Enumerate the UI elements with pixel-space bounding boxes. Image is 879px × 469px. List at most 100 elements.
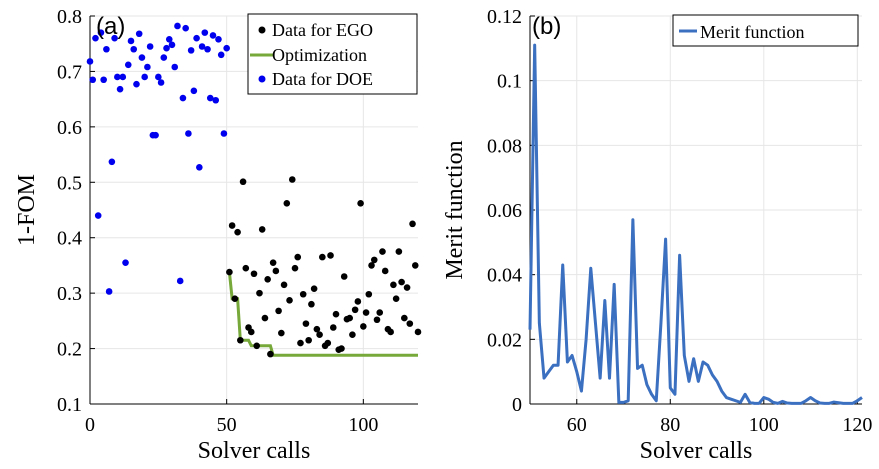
ego-point <box>354 298 362 305</box>
panel-b-legend: Merit function <box>672 14 859 47</box>
doe-point <box>111 34 118 42</box>
doe-point <box>152 131 159 139</box>
ego-point <box>401 314 408 322</box>
ego-point <box>387 328 394 336</box>
ego-point <box>324 339 332 347</box>
panel-a-x-axis-label: Solver calls <box>198 438 311 464</box>
ego-point <box>362 309 370 316</box>
doe-point <box>171 63 179 71</box>
ego-point <box>368 262 375 269</box>
ego-point <box>308 300 315 308</box>
ego-point <box>327 252 334 259</box>
legend-merit-label: Merit function <box>700 22 804 42</box>
ego-point <box>332 310 340 318</box>
panel-a-legend: Data for EGO Optimization Data for DOE <box>247 13 418 95</box>
ego-point <box>253 342 261 350</box>
x-tick-label: 80 <box>660 414 680 436</box>
ego-point <box>395 248 403 255</box>
x-tick-label: 50 <box>217 414 237 436</box>
doe-point <box>182 24 189 32</box>
ego-point <box>319 253 326 261</box>
panel-b-y-axis-label: Merit function <box>442 140 468 279</box>
y-tick-label: 0.3 <box>57 283 82 305</box>
doe-point <box>133 80 140 88</box>
panel-a-legend-box <box>247 13 418 95</box>
panel-b-marks <box>528 43 863 405</box>
ego-point <box>338 345 345 352</box>
doe-point <box>209 32 217 39</box>
ego-point <box>228 222 236 229</box>
doe-point <box>138 54 146 61</box>
y-tick-label: 0.8 <box>57 6 82 28</box>
ego-point <box>272 267 280 275</box>
doe-point <box>163 44 170 52</box>
ego-point <box>403 284 411 291</box>
y-tick-label: 0.08 <box>487 135 522 157</box>
legend-ego-marker <box>258 26 266 34</box>
doe-point <box>124 61 132 69</box>
doe-point <box>176 277 184 285</box>
doe-point <box>179 94 187 102</box>
doe-point <box>141 73 148 81</box>
doe-point <box>201 29 209 36</box>
ego-point <box>365 290 373 298</box>
doe-point <box>204 45 211 53</box>
ego-point <box>398 278 405 286</box>
ego-point <box>299 290 307 298</box>
ego-point <box>294 253 302 261</box>
doe-point <box>160 54 168 61</box>
panel-b-legend-box <box>672 14 859 47</box>
y-tick-label: 0.5 <box>57 172 82 194</box>
doe-point <box>119 73 127 81</box>
y-tick-label: 0.1 <box>57 394 82 416</box>
doe-point <box>144 63 151 71</box>
x-tick-label: 100 <box>348 414 378 436</box>
doe-point <box>157 79 165 86</box>
panel-b-label: (b) <box>532 13 561 40</box>
legend-optimization-label: Optimization <box>272 45 367 65</box>
doe-point <box>108 158 116 166</box>
ego-point <box>264 275 271 283</box>
ego-point <box>278 329 285 337</box>
ego-point <box>411 262 419 269</box>
doe-point <box>130 45 138 53</box>
y-tick-label: 0.1 <box>497 71 522 93</box>
ego-point <box>381 267 389 275</box>
ego-point <box>283 200 291 207</box>
ego-point <box>258 226 266 233</box>
ego-point <box>297 339 304 347</box>
ego-point <box>360 323 367 330</box>
ego-point <box>379 248 386 255</box>
ego-point <box>250 270 258 278</box>
x-tick-label: 60 <box>567 414 587 436</box>
panel-a-marks <box>86 22 422 358</box>
panel-a: 0 50 100 0.1 0.2 0.3 0.4 0.5 0.6 0.7 0.8 Solver ca… <box>14 6 422 464</box>
doe-point <box>89 76 97 84</box>
ego-point <box>310 285 318 293</box>
doe-point <box>220 130 228 137</box>
y-tick-label: 0.2 <box>57 339 82 361</box>
panel-a-ticks: 0 50 100 0.1 0.2 0.3 0.4 0.5 0.6 0.7 0.8 <box>57 6 378 436</box>
ego-point <box>267 350 274 358</box>
doe-point <box>100 76 107 84</box>
doe-point <box>103 45 110 53</box>
ego-point <box>351 306 359 314</box>
y-tick-label: 0.12 <box>487 6 522 28</box>
doe-point <box>217 51 225 59</box>
doe-point <box>223 44 230 52</box>
ego-point <box>414 328 422 336</box>
ego-point <box>305 336 312 344</box>
y-tick-label: 0.02 <box>487 329 522 351</box>
y-tick-label: 0.6 <box>57 117 82 139</box>
ego-point <box>269 259 277 266</box>
doe-point <box>155 73 162 81</box>
doe-point <box>187 47 195 54</box>
doe-point <box>146 43 154 50</box>
doe-point <box>168 41 176 49</box>
x-tick-label: 0 <box>85 414 95 436</box>
doe-point <box>105 288 113 295</box>
ego-point <box>392 295 400 302</box>
ego-point <box>316 331 323 339</box>
doe-point <box>122 259 129 266</box>
doe-point <box>198 43 206 50</box>
